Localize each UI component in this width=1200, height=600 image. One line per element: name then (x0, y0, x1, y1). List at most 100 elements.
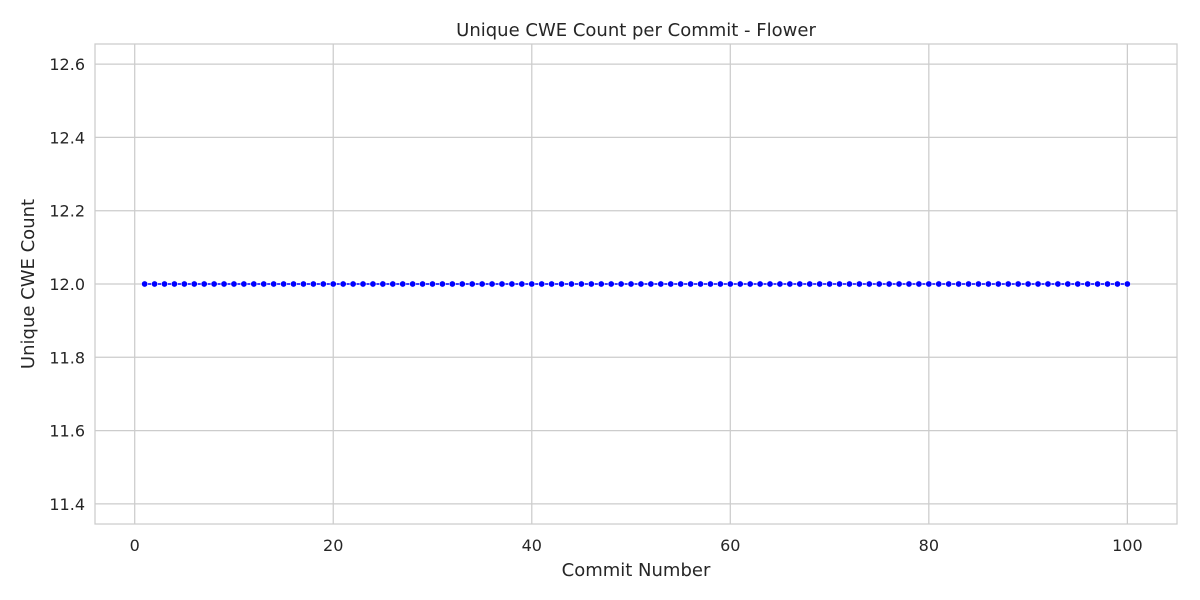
data-point (855, 280, 863, 288)
data-point (1044, 280, 1052, 288)
data-point (786, 280, 794, 288)
data-point (170, 280, 178, 288)
data-point (319, 280, 327, 288)
data-point (448, 280, 456, 288)
data-point (290, 280, 298, 288)
data-point (389, 280, 397, 288)
data-point (200, 280, 208, 288)
data-point (716, 280, 724, 288)
data-point (925, 280, 933, 288)
x-tick-label: 20 (323, 536, 343, 555)
data-point (230, 280, 238, 288)
data-point (885, 280, 893, 288)
data-point (607, 280, 615, 288)
data-point (756, 280, 764, 288)
data-point (677, 280, 685, 288)
data-point (1084, 280, 1092, 288)
data-point (409, 280, 417, 288)
data-point (160, 280, 168, 288)
data-point (935, 280, 943, 288)
data-point (399, 280, 407, 288)
data-point (538, 280, 546, 288)
data-point (309, 280, 317, 288)
data-point (687, 280, 695, 288)
plot-frame (94, 43, 1178, 525)
data-point (1004, 280, 1012, 288)
data-point (1074, 280, 1082, 288)
y-tick-label: 11.6 (49, 422, 85, 441)
data-point (141, 280, 149, 288)
data-point (369, 280, 377, 288)
data-points (141, 280, 1131, 288)
y-axis-label: Unique CWE Count (18, 199, 39, 369)
data-point (1054, 280, 1062, 288)
data-point (845, 280, 853, 288)
x-tick-label: 0 (130, 536, 140, 555)
data-point (270, 280, 278, 288)
data-point (617, 280, 625, 288)
data-point (726, 280, 734, 288)
data-point (1113, 280, 1121, 288)
data-point (240, 280, 248, 288)
data-point (965, 280, 973, 288)
data-point (984, 280, 992, 288)
data-point (806, 280, 814, 288)
data-point (528, 280, 536, 288)
data-point (816, 280, 824, 288)
y-tick-label: 11.8 (49, 348, 85, 367)
x-tick-label: 100 (1112, 536, 1143, 555)
data-point (190, 280, 198, 288)
data-point (1064, 280, 1072, 288)
y-tick-label: 12.6 (49, 55, 85, 74)
data-point (647, 280, 655, 288)
data-point (796, 280, 804, 288)
data-point (349, 280, 357, 288)
data-point (697, 280, 705, 288)
data-point (974, 280, 982, 288)
data-point (955, 280, 963, 288)
chart-title: Unique CWE Count per Commit - Flower (456, 20, 816, 41)
y-tick-label: 12.0 (49, 275, 85, 294)
data-point (438, 280, 446, 288)
data-point (458, 280, 466, 288)
data-point (359, 280, 367, 288)
data-point (577, 280, 585, 288)
data-point (1024, 280, 1032, 288)
data-point (478, 280, 486, 288)
data-point (548, 280, 556, 288)
data-point (667, 280, 675, 288)
data-point (558, 280, 566, 288)
data-point (945, 280, 953, 288)
data-point (1034, 280, 1042, 288)
data-point (468, 280, 476, 288)
data-point (706, 280, 714, 288)
data-point (518, 280, 526, 288)
y-axis-ticks: 11.4 11.6 11.8 12.0 12.2 12.4 12.6 (49, 55, 85, 514)
data-point (329, 280, 337, 288)
data-point (488, 280, 496, 288)
data-point (627, 280, 635, 288)
x-tick-label: 40 (522, 536, 542, 555)
data-point (180, 280, 188, 288)
x-axis-ticks: 0 20 40 60 80 100 (130, 536, 1143, 555)
data-point (419, 280, 427, 288)
data-point (151, 280, 159, 288)
data-point (220, 280, 228, 288)
data-point (736, 280, 744, 288)
y-tick-label: 12.2 (49, 202, 85, 221)
data-point (994, 280, 1002, 288)
data-point (865, 280, 873, 288)
data-point (1014, 280, 1022, 288)
data-point (1104, 280, 1112, 288)
data-point (1094, 280, 1102, 288)
data-point (597, 280, 605, 288)
y-tick-label: 11.4 (49, 495, 85, 514)
data-point (1123, 280, 1131, 288)
x-tick-label: 60 (720, 536, 740, 555)
data-point (299, 280, 307, 288)
data-point (339, 280, 347, 288)
data-point (508, 280, 516, 288)
data-point (875, 280, 883, 288)
data-point (826, 280, 834, 288)
data-point (379, 280, 387, 288)
